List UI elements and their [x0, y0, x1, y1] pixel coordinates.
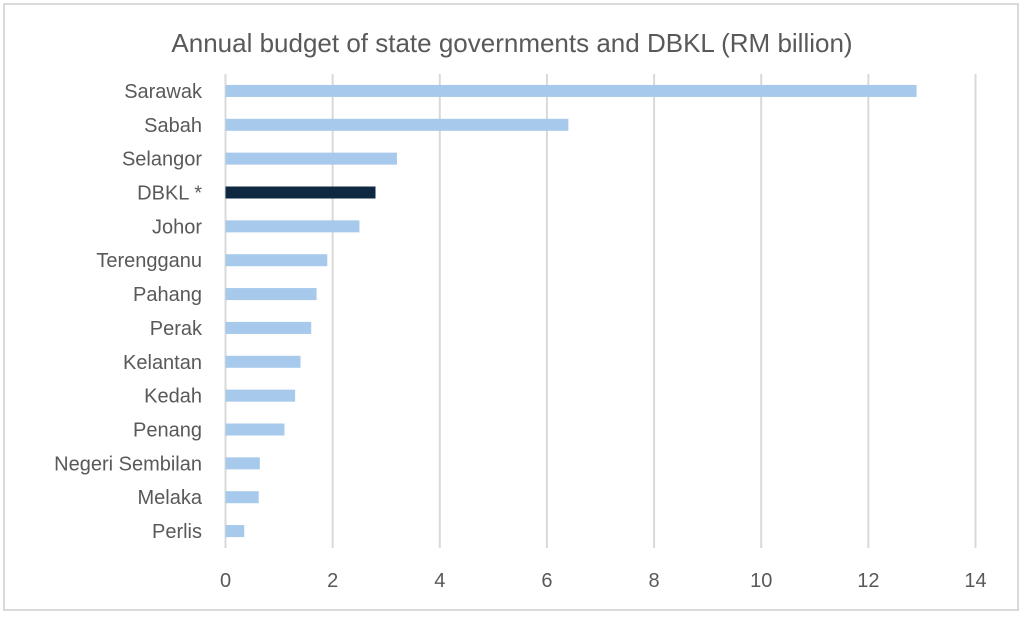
bar-johor: [225, 220, 360, 233]
x-axis-tick-labels: 0 2 4 6 8 10 12 14: [220, 570, 987, 592]
x-tick-label: 8: [649, 570, 660, 592]
category-label: Penang: [133, 420, 202, 442]
bar-dbkl: [225, 186, 376, 199]
bar-penang: [225, 423, 285, 436]
category-label: Selangor: [122, 149, 202, 171]
category-label: Perlis: [152, 521, 202, 543]
bar-sarawak: [225, 84, 917, 97]
x-tick-label: 10: [750, 570, 772, 592]
bar-pahang: [225, 288, 317, 301]
bar-perak: [225, 321, 312, 334]
category-label: Terengganu: [96, 250, 202, 272]
bar-sabah: [225, 118, 569, 131]
bar-negeri-sembilan: [225, 457, 260, 470]
bar-kedah: [225, 389, 296, 402]
category-label: Negeri Sembilan: [54, 453, 202, 475]
x-tick-label: 0: [220, 570, 231, 592]
category-label: Kelantan: [123, 352, 202, 374]
category-label: Johor: [152, 216, 202, 238]
bar-melaka: [225, 491, 259, 504]
bars: [225, 84, 917, 538]
category-label: Sarawak: [124, 81, 203, 103]
x-tick-label: 4: [434, 570, 445, 592]
bar-terengganu: [225, 254, 328, 267]
category-label: Perak: [150, 318, 203, 340]
category-label: DBKL *: [137, 183, 202, 205]
x-tick-label: 14: [964, 570, 986, 592]
category-label: Pahang: [133, 284, 202, 306]
chart-frame: [3, 3, 1019, 611]
x-tick-label: 12: [857, 570, 879, 592]
bar-selangor: [225, 152, 397, 165]
category-label: Sabah: [144, 115, 202, 137]
category-label: Melaka: [138, 487, 203, 509]
x-tick-label: 6: [541, 570, 552, 592]
category-labels: Sarawak Sabah Selangor DBKL * Johor Terenggan…: [54, 81, 203, 543]
x-tick-label: 2: [327, 570, 338, 592]
bar-perlis: [225, 525, 245, 538]
category-label: Kedah: [144, 386, 202, 408]
gridlines: [224, 74, 977, 548]
chart-title: Annual budget of state governments and D…: [171, 28, 852, 58]
bar-kelantan: [225, 355, 301, 368]
